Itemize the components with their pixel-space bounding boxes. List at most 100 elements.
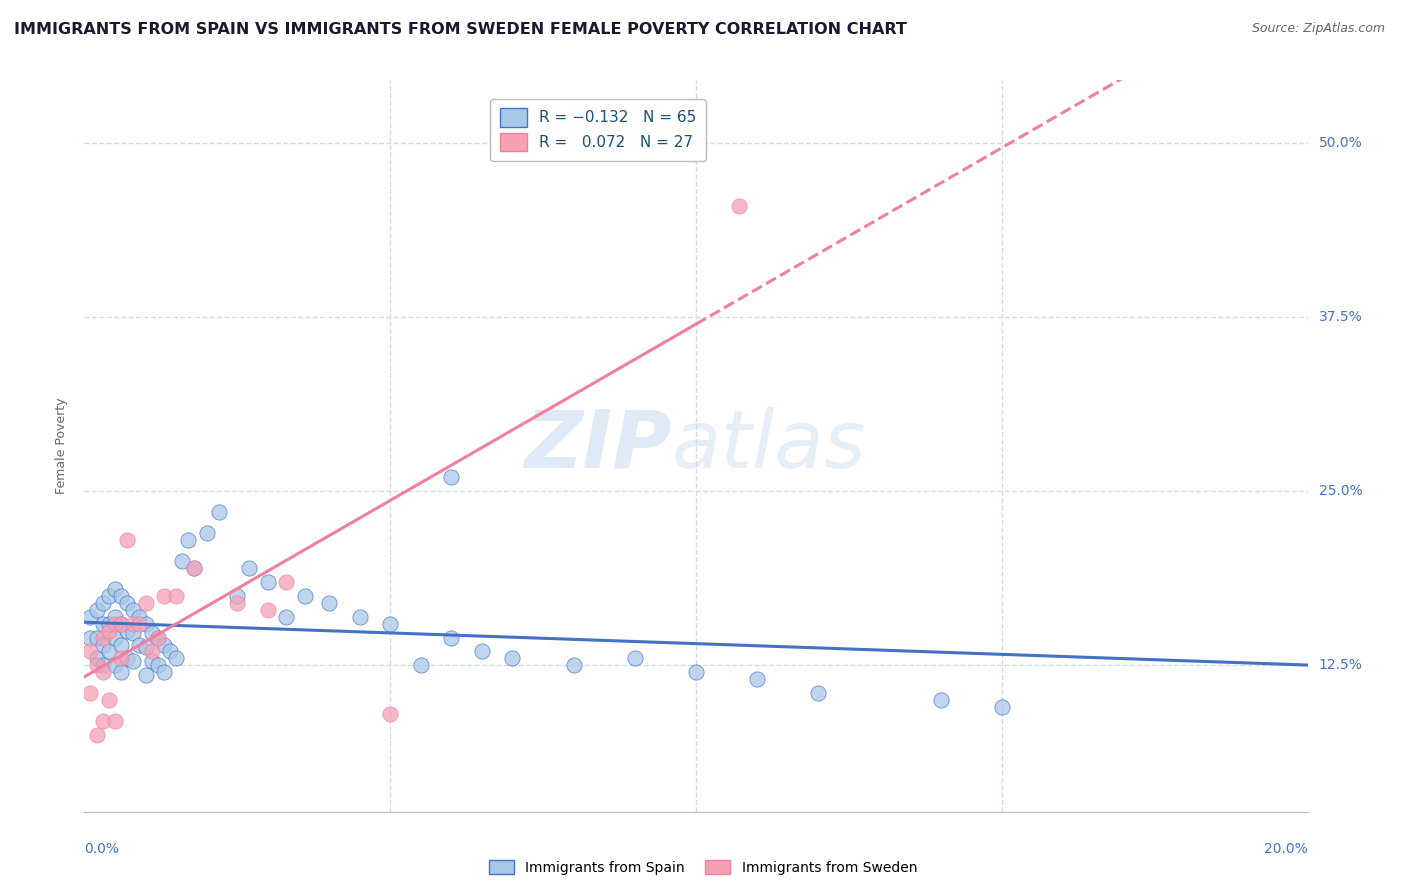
Point	[115, 533, 138, 547]
Point	[86, 728, 108, 742]
Point	[115, 651, 138, 665]
Point	[86, 651, 108, 665]
Text: 25.0%: 25.0%	[1319, 484, 1362, 499]
Point	[208, 505, 231, 519]
Point	[929, 693, 952, 707]
Point	[104, 582, 127, 596]
Point	[86, 603, 108, 617]
Text: 12.5%: 12.5%	[1319, 658, 1362, 673]
Point	[97, 644, 120, 658]
Text: Source: ZipAtlas.com: Source: ZipAtlas.com	[1251, 22, 1385, 36]
Point	[110, 651, 132, 665]
Point	[238, 561, 260, 575]
Point	[79, 644, 101, 658]
Point	[135, 616, 157, 631]
Point	[141, 644, 163, 658]
Point	[110, 665, 132, 680]
Point	[79, 609, 101, 624]
Point	[91, 616, 114, 631]
Point	[440, 631, 463, 645]
Point	[135, 668, 157, 682]
Point	[153, 638, 176, 652]
Point	[128, 638, 150, 652]
Point	[502, 651, 524, 665]
Point	[471, 644, 494, 658]
Point	[135, 640, 157, 655]
Point	[141, 626, 163, 640]
Point	[159, 644, 181, 658]
Point	[226, 596, 249, 610]
Text: IMMIGRANTS FROM SPAIN VS IMMIGRANTS FROM SWEDEN FEMALE POVERTY CORRELATION CHART: IMMIGRANTS FROM SPAIN VS IMMIGRANTS FROM…	[14, 22, 907, 37]
Point	[318, 596, 340, 610]
Point	[146, 631, 169, 645]
Point	[104, 714, 127, 728]
Point	[104, 631, 127, 645]
Point	[115, 596, 138, 610]
Point	[747, 673, 769, 687]
Point	[685, 665, 707, 680]
Point	[165, 651, 187, 665]
Point	[91, 631, 114, 645]
Point	[122, 654, 145, 668]
Point	[226, 589, 249, 603]
Point	[183, 561, 205, 575]
Point	[110, 616, 132, 631]
Point	[135, 596, 157, 610]
Point	[110, 616, 132, 631]
Text: atlas: atlas	[672, 407, 866, 485]
Point	[409, 658, 432, 673]
Legend: Immigrants from Spain, Immigrants from Sweden: Immigrants from Spain, Immigrants from S…	[484, 855, 922, 880]
Point	[122, 626, 145, 640]
Point	[128, 616, 150, 631]
Point	[79, 631, 101, 645]
Legend: R = −0.132   N = 65, R =   0.072   N = 27: R = −0.132 N = 65, R = 0.072 N = 27	[491, 99, 706, 161]
Point	[153, 665, 176, 680]
Point	[110, 589, 132, 603]
Point	[380, 616, 402, 631]
Y-axis label: Female Poverty: Female Poverty	[55, 398, 67, 494]
Point	[727, 199, 749, 213]
Point	[122, 603, 145, 617]
Text: 20.0%: 20.0%	[1264, 842, 1308, 856]
Point	[110, 638, 132, 652]
Point	[91, 638, 114, 652]
Point	[624, 651, 647, 665]
Point	[86, 658, 108, 673]
Point	[349, 609, 371, 624]
Point	[153, 589, 176, 603]
Point	[91, 665, 114, 680]
Point	[276, 574, 298, 589]
Text: 50.0%: 50.0%	[1319, 136, 1362, 150]
Point	[440, 470, 463, 484]
Point	[172, 554, 194, 568]
Point	[91, 658, 114, 673]
Text: 0.0%: 0.0%	[84, 842, 120, 856]
Point	[79, 686, 101, 700]
Point	[104, 658, 127, 673]
Point	[146, 631, 169, 645]
Point	[807, 686, 830, 700]
Point	[115, 624, 138, 638]
Point	[91, 596, 114, 610]
Point	[257, 603, 280, 617]
Point	[97, 693, 120, 707]
Point	[380, 707, 402, 722]
Text: 37.5%: 37.5%	[1319, 310, 1362, 324]
Point	[97, 624, 120, 638]
Point	[276, 609, 298, 624]
Point	[122, 616, 145, 631]
Point	[146, 658, 169, 673]
Point	[97, 589, 120, 603]
Point	[86, 631, 108, 645]
Point	[104, 616, 127, 631]
Point	[141, 654, 163, 668]
Point	[991, 700, 1014, 714]
Point	[128, 609, 150, 624]
Point	[183, 561, 205, 575]
Point	[97, 616, 120, 631]
Point	[257, 574, 280, 589]
Point	[195, 526, 218, 541]
Point	[562, 658, 585, 673]
Point	[294, 589, 316, 603]
Text: ZIP: ZIP	[524, 407, 672, 485]
